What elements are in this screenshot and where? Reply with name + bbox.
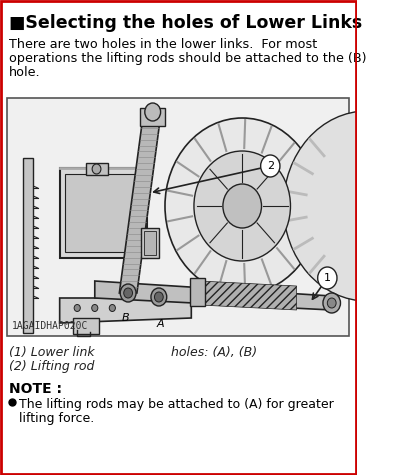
Polygon shape bbox=[119, 116, 161, 293]
Text: 1: 1 bbox=[324, 273, 331, 283]
Text: hole.: hole. bbox=[9, 66, 40, 79]
Text: (2) Lifting rod: (2) Lifting rod bbox=[9, 360, 94, 373]
Polygon shape bbox=[60, 298, 191, 323]
Text: The lifting rods may be attached to (A) for greater: The lifting rods may be attached to (A) … bbox=[19, 398, 334, 411]
Circle shape bbox=[145, 103, 161, 121]
Bar bbox=[73, 318, 99, 334]
Text: 1AGAIDHAP020C: 1AGAIDHAP020C bbox=[12, 321, 89, 331]
Circle shape bbox=[109, 304, 116, 312]
Text: ■Selecting the holes of Lower Links: ■Selecting the holes of Lower Links bbox=[9, 14, 362, 32]
Text: A: A bbox=[157, 319, 164, 329]
Polygon shape bbox=[95, 281, 332, 310]
Bar bbox=[140, 108, 165, 126]
Bar bbox=[7, 98, 349, 336]
Circle shape bbox=[154, 292, 163, 302]
Text: (1) Lower link: (1) Lower link bbox=[9, 346, 94, 359]
Bar bbox=[65, 174, 142, 252]
Text: B: B bbox=[122, 313, 129, 323]
Circle shape bbox=[194, 151, 291, 261]
Bar bbox=[141, 228, 159, 258]
Circle shape bbox=[323, 293, 341, 313]
Circle shape bbox=[92, 304, 98, 312]
Circle shape bbox=[260, 155, 280, 177]
Circle shape bbox=[92, 164, 101, 174]
Text: operations the lifting rods should be attached to the (B): operations the lifting rods should be at… bbox=[9, 52, 366, 65]
Bar bbox=[86, 163, 108, 175]
Bar bbox=[190, 278, 206, 306]
Text: NOTE :: NOTE : bbox=[9, 382, 62, 396]
Circle shape bbox=[327, 298, 336, 308]
Text: 2: 2 bbox=[267, 161, 274, 171]
Text: holes: (A), (B): holes: (A), (B) bbox=[171, 346, 257, 359]
Text: lifting force.: lifting force. bbox=[19, 412, 94, 425]
Bar bbox=[144, 231, 156, 255]
Circle shape bbox=[74, 304, 80, 312]
Circle shape bbox=[120, 284, 136, 302]
Circle shape bbox=[151, 288, 167, 306]
Circle shape bbox=[124, 288, 133, 298]
Bar bbox=[60, 168, 147, 258]
Circle shape bbox=[283, 111, 407, 301]
Circle shape bbox=[223, 184, 262, 228]
Polygon shape bbox=[200, 281, 297, 310]
Circle shape bbox=[165, 118, 319, 294]
Bar bbox=[23, 158, 33, 333]
Text: There are two holes in the lower links.  For most: There are two holes in the lower links. … bbox=[9, 38, 317, 51]
Circle shape bbox=[318, 267, 337, 289]
